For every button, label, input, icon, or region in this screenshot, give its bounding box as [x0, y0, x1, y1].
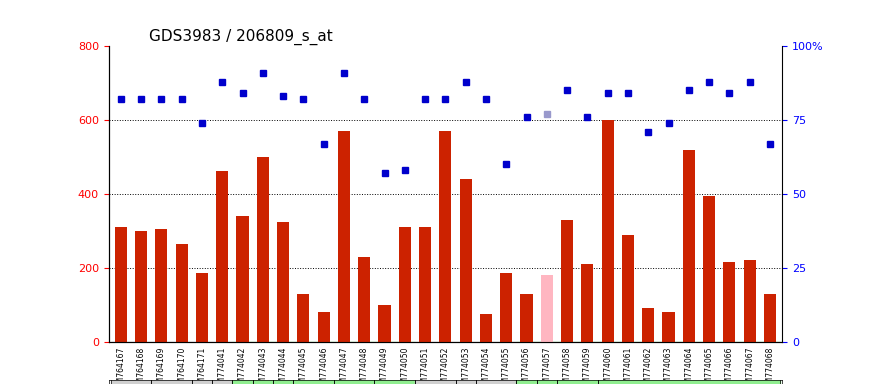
- Bar: [338, 131, 350, 342]
- Bar: [601, 120, 614, 342]
- Bar: [115, 227, 127, 342]
- Bar: [196, 273, 208, 342]
- Bar: [683, 149, 695, 342]
- Bar: [537, 380, 557, 384]
- Bar: [521, 294, 533, 342]
- Bar: [375, 380, 415, 384]
- Bar: [764, 294, 776, 342]
- Bar: [253, 380, 273, 384]
- Bar: [541, 275, 553, 342]
- Bar: [622, 235, 634, 342]
- Bar: [293, 380, 334, 384]
- Bar: [439, 131, 452, 342]
- Bar: [297, 294, 309, 342]
- Bar: [216, 171, 229, 342]
- Bar: [557, 380, 598, 384]
- Bar: [192, 380, 212, 384]
- Bar: [334, 380, 375, 384]
- Bar: [156, 229, 168, 342]
- Bar: [642, 308, 654, 342]
- Bar: [419, 227, 431, 342]
- Bar: [176, 244, 188, 342]
- Bar: [256, 157, 269, 342]
- Text: GDS3983 / 206809_s_at: GDS3983 / 206809_s_at: [149, 28, 333, 45]
- Bar: [415, 380, 455, 384]
- Bar: [358, 257, 370, 342]
- Bar: [455, 380, 476, 384]
- Bar: [476, 380, 516, 384]
- Bar: [273, 380, 293, 384]
- Bar: [480, 314, 492, 342]
- Bar: [236, 216, 249, 342]
- Bar: [399, 227, 411, 342]
- Bar: [703, 196, 715, 342]
- Bar: [723, 262, 735, 342]
- Bar: [378, 305, 390, 342]
- Bar: [232, 380, 253, 384]
- Bar: [598, 380, 780, 384]
- Bar: [744, 260, 756, 342]
- Bar: [110, 380, 151, 384]
- Bar: [277, 222, 289, 342]
- Bar: [135, 231, 147, 342]
- Bar: [460, 179, 472, 342]
- Bar: [561, 220, 574, 342]
- Bar: [317, 312, 329, 342]
- Bar: [501, 273, 513, 342]
- Bar: [581, 264, 594, 342]
- Bar: [151, 380, 192, 384]
- Bar: [212, 380, 232, 384]
- Bar: [662, 312, 674, 342]
- Bar: [516, 380, 537, 384]
